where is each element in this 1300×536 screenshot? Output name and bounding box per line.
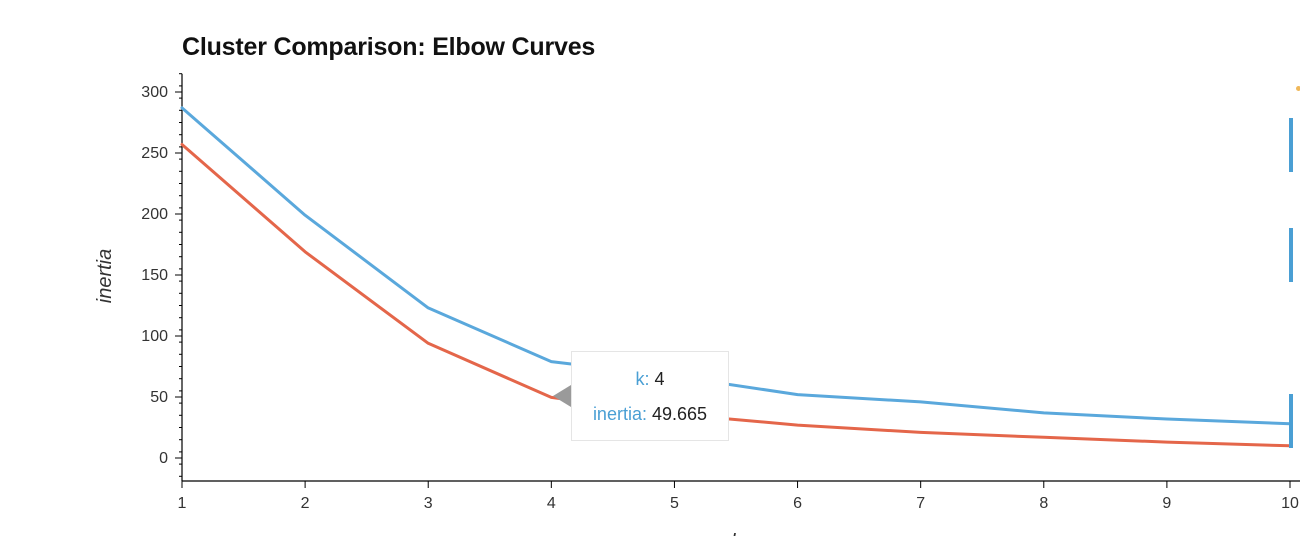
x-tick-label: 2 <box>301 495 310 512</box>
series-line-2 <box>180 143 1292 448</box>
y-tick-label: 300 <box>141 84 168 101</box>
x-tick-label: 6 <box>793 495 802 512</box>
y-tick-label: 100 <box>141 328 168 345</box>
x-tick-label: 5 <box>670 495 679 512</box>
toolbar-edge-dot <box>1296 86 1300 91</box>
x-tick-label: 1 <box>178 495 187 512</box>
tooltip-row-k: k: 4 <box>572 369 728 390</box>
y-tick-label: 150 <box>141 267 168 284</box>
x-tick-label: 9 <box>1162 495 1171 512</box>
x-tick-label: 8 <box>1039 495 1048 512</box>
x-tick-label: 10 <box>1281 495 1299 512</box>
toolbar-edge-bar[interactable] <box>1289 118 1293 172</box>
tooltip-inertia-value: 49.665 <box>651 404 708 424</box>
x-tick-label: 4 <box>547 495 556 512</box>
toolbar-edge-bar[interactable] <box>1289 228 1293 282</box>
x-tick-label: 3 <box>424 495 433 512</box>
toolbar-edge-bar[interactable] <box>1289 394 1293 448</box>
x-axis-label: k <box>731 531 742 536</box>
x-axis: 1 2 3 4 5 6 7 8 9 10 <box>178 480 1300 512</box>
y-tick-label: 200 <box>141 206 168 223</box>
y-axis: 0 50 100 150 200 250 300 <box>141 73 183 481</box>
tooltip-k-value: 4 <box>654 369 665 389</box>
x-tick-label: 7 <box>916 495 925 512</box>
tooltip-row-inertia: inertia: 49.665 <box>572 404 728 425</box>
y-tick-label: 0 <box>159 450 168 467</box>
series-line-1 <box>180 106 1292 426</box>
tooltip-inertia-key: inertia: <box>592 404 647 424</box>
tooltip-arrow <box>553 385 571 407</box>
chart-title: Cluster Comparison: Elbow Curves <box>182 33 596 61</box>
y-axis-label: inertia <box>94 249 116 303</box>
series-layer <box>180 106 1292 448</box>
tooltip-k-key: k: <box>635 369 650 389</box>
y-tick-label: 50 <box>150 389 168 406</box>
hover-tooltip: k: 4 inertia: 49.665 <box>571 351 729 441</box>
y-tick-label: 250 <box>141 145 168 162</box>
